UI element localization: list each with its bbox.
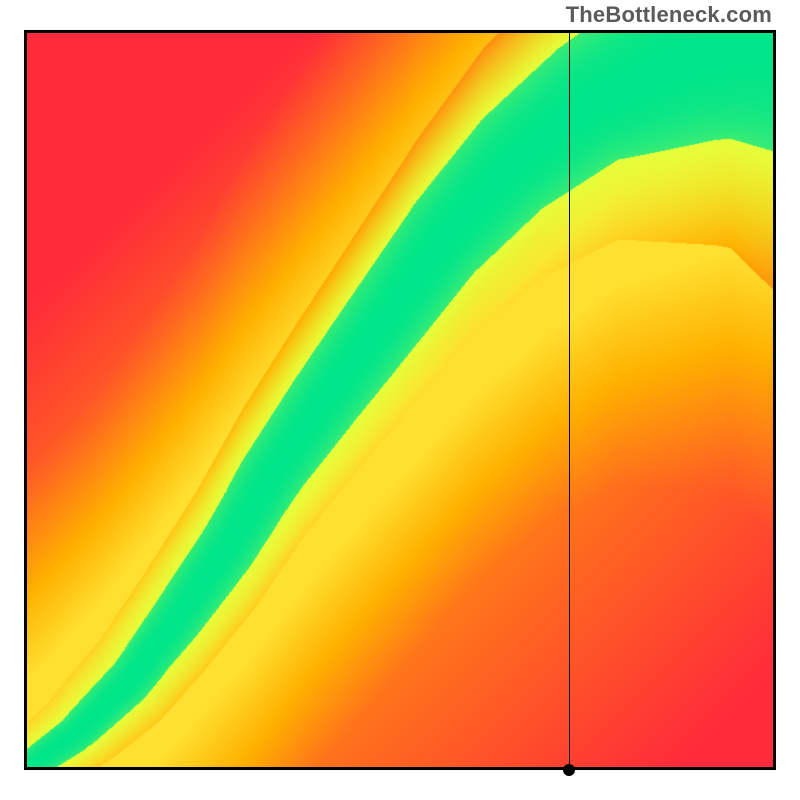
chart-container: TheBottleneck.com bbox=[0, 0, 800, 800]
heatmap-canvas bbox=[24, 30, 776, 770]
watermark-text: TheBottleneck.com bbox=[566, 2, 772, 28]
